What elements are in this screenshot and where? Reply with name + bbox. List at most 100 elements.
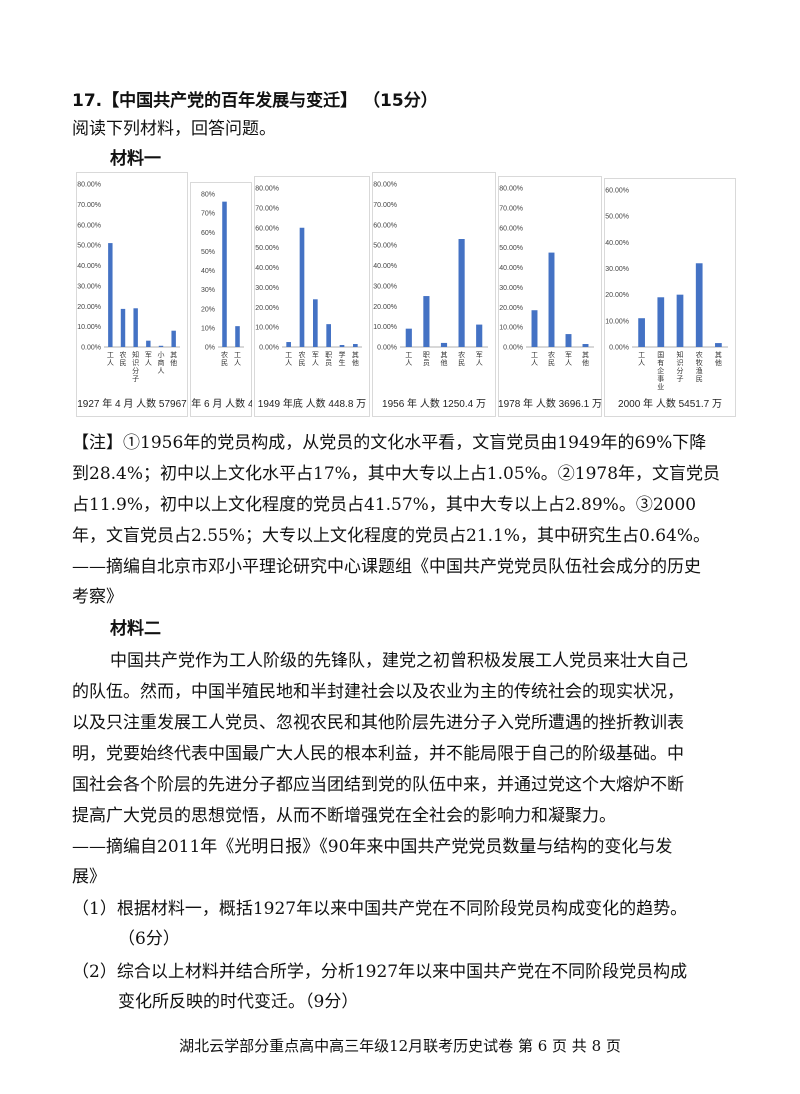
y-tick-label: 20.00% <box>255 305 279 312</box>
note-line: 【注】①1956年的党员构成，从党员的文化水平看，文盲党员由1949年的69%下… <box>72 433 707 453</box>
y-tick-label: 10.00% <box>77 324 101 331</box>
y-tick-label: 70.00% <box>499 205 523 212</box>
material2-source: ——摘编自2011年《光明日报》《90年来中国共产党党员数量与结构的变化与发 <box>72 837 673 857</box>
category-label: 渔 <box>696 366 703 375</box>
y-tick-label: 0.00% <box>503 345 523 352</box>
bar <box>222 201 227 347</box>
category-label: 知 <box>132 350 139 359</box>
category-label: 识 <box>677 359 684 367</box>
bar <box>440 342 448 347</box>
category-label: 人 <box>531 359 538 367</box>
category-label: 民 <box>458 359 465 367</box>
bar <box>353 344 358 347</box>
bar <box>582 344 589 347</box>
category-label: 军 <box>312 351 319 359</box>
y-tick-label: 80.00% <box>373 182 397 189</box>
category-label: 人 <box>285 359 292 367</box>
category-label: 民 <box>221 359 228 367</box>
y-tick-label: 50.00% <box>373 243 397 250</box>
category-label: 员 <box>423 359 430 367</box>
y-tick-label: 10.00% <box>255 325 279 332</box>
category-label: 职 <box>325 351 332 359</box>
category-label: 工 <box>107 351 114 359</box>
chart-svg: 80.00% 70.00% 60.00% 50.00% 40.00% 30.00% 20.0… <box>76 172 188 417</box>
y-tick-label: 80.00% <box>77 182 101 189</box>
category-label: 人 <box>234 359 241 367</box>
category-label: 子 <box>677 375 684 383</box>
bar <box>715 343 722 347</box>
y-tick-label: 10.00% <box>605 318 629 325</box>
y-tick-label: 10% <box>201 325 215 332</box>
material2-line: 提高广大党员的思想觉悟，从而不断增强党在全社会的影响力和凝聚力。 <box>72 806 616 826</box>
category-label: 军 <box>476 351 483 359</box>
category-label: 有 <box>657 358 664 367</box>
question-2: （2）综合以上材料并结合所学，分析1927年以来中国共产党在不同阶段党员构成 <box>72 962 688 982</box>
category-label: 业 <box>657 382 664 391</box>
y-tick-label: 30.00% <box>605 266 629 273</box>
chart-1956: 80.00% 70.00% 60.00% 50.00% 40.00% 30.00% 20.0… <box>372 172 496 417</box>
category-label: 生 <box>339 358 346 367</box>
category-label: 其 <box>715 351 722 359</box>
category-label: 分 <box>677 366 684 375</box>
material2-line: 中国共产党作为工人阶级的先锋队，建党之初曾积极发展工人党员来壮大自己 <box>110 651 688 671</box>
y-tick-label: 80.00% <box>499 186 523 193</box>
category-label: 分 <box>132 366 139 375</box>
category-label: 工 <box>531 351 538 359</box>
category-label: 农 <box>548 350 555 359</box>
y-tick-label: 70.00% <box>373 202 397 209</box>
question-title: 17.【中国共产党的百年发展与变迁】 （15分） <box>72 91 438 111</box>
category-label: 他 <box>352 358 359 367</box>
category-label: 人 <box>476 359 483 367</box>
category-label: 人 <box>565 359 572 367</box>
question-instruction: 阅读下列材料，回答问题。 <box>72 119 276 139</box>
y-tick-label: 20.00% <box>77 304 101 311</box>
bar <box>235 326 240 347</box>
category-label: 人 <box>158 367 165 375</box>
bar <box>548 252 555 347</box>
category-label: 商 <box>158 358 165 367</box>
y-tick-label: 20.00% <box>373 304 397 311</box>
category-label: 工 <box>285 351 292 359</box>
y-tick-label: 0.00% <box>377 345 397 352</box>
material2-line: 明，党要始终代表中国最广大人民的根本利益，并不能局限于自己的阶级基础。中 <box>72 744 684 764</box>
category-label: 其 <box>170 351 177 359</box>
note-source: ——摘编自北京市邓小平理论研究中心课题组《中国共产党党员队伍社会成分的历史 <box>72 557 701 577</box>
category-label: 军 <box>565 351 572 359</box>
y-tick-label: 30.00% <box>255 285 279 292</box>
category-label: 人 <box>312 359 319 367</box>
category-label: 国 <box>657 351 664 359</box>
material1-heading: 材料一 <box>110 149 161 169</box>
bar <box>313 299 318 347</box>
category-label: 农 <box>221 350 228 359</box>
bar <box>158 345 164 347</box>
category-label: 其 <box>352 351 359 359</box>
chart-caption: 1949 年底 人数 448.8 万 <box>258 397 366 410</box>
y-tick-label: 50% <box>201 249 215 256</box>
y-tick-label: 0.00% <box>81 345 101 352</box>
y-tick-label: 40.00% <box>499 265 523 272</box>
note-line: 年，文盲党员占2.55%；大专以上文化程度的党员占21.1%，其中研究生占0.6… <box>72 526 711 546</box>
category-label: 牧 <box>696 358 703 367</box>
category-label: 学 <box>339 350 346 359</box>
y-tick-label: 50.00% <box>77 243 101 250</box>
y-tick-label: 80% <box>201 192 215 199</box>
category-label: 他 <box>582 358 589 367</box>
y-tick-label: 70.00% <box>255 205 279 212</box>
category-label: 人 <box>405 359 412 367</box>
bar <box>565 334 572 347</box>
chart-2000: 60.00% 50.00% 40.00% 30.00% 20.00% 10.00% 0.00… <box>604 178 736 417</box>
category-label: 农 <box>299 350 306 359</box>
y-tick-label: 30.00% <box>499 285 523 292</box>
bar <box>339 345 345 347</box>
note-line: 到28.4%；初中以上文化水平占17%，其中大专以上占1.05%。②1978年，… <box>72 464 721 484</box>
category-label: 他 <box>715 358 722 367</box>
category-label: 人 <box>145 359 152 367</box>
chart-caption: 1978 年 人数 3696.1 万 <box>498 397 602 410</box>
category-label: 企 <box>657 366 664 375</box>
bar <box>326 324 331 347</box>
y-tick-label: 40% <box>201 268 215 275</box>
bar <box>405 328 412 347</box>
category-label: 识 <box>132 359 139 367</box>
bar <box>676 294 684 347</box>
category-label: 军 <box>145 351 152 359</box>
